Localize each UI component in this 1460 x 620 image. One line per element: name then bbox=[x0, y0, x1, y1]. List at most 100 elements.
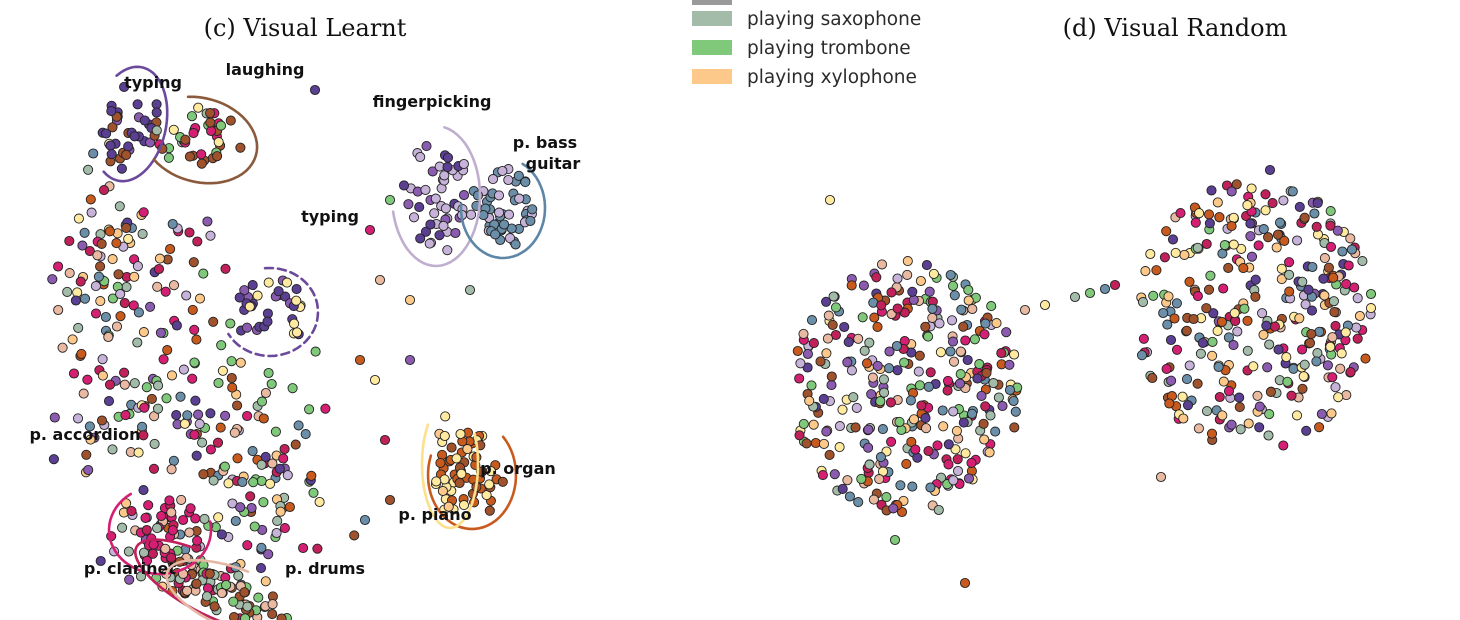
random-point bbox=[871, 272, 882, 283]
cluster-point bbox=[450, 227, 461, 239]
random-point bbox=[996, 348, 1007, 359]
random-point bbox=[1214, 212, 1225, 223]
random-point bbox=[1309, 208, 1320, 219]
cluster-point bbox=[129, 131, 140, 142]
random-point bbox=[858, 280, 869, 291]
cluster-point bbox=[205, 108, 216, 119]
random-point bbox=[1265, 386, 1276, 397]
background-point bbox=[103, 331, 114, 343]
random-point bbox=[947, 336, 959, 347]
background-point bbox=[100, 311, 111, 323]
cluster-point bbox=[425, 219, 436, 230]
random-point bbox=[1171, 344, 1183, 355]
random-point bbox=[851, 402, 862, 413]
cluster-point bbox=[291, 284, 302, 295]
random-point bbox=[1284, 269, 1295, 280]
background-point bbox=[258, 413, 269, 424]
background-point bbox=[96, 415, 108, 426]
random-point bbox=[955, 369, 966, 380]
background-point bbox=[235, 357, 246, 368]
cluster-point bbox=[430, 193, 441, 204]
background-point bbox=[258, 497, 269, 508]
random-point bbox=[1175, 208, 1186, 219]
background-point bbox=[178, 364, 189, 375]
random-point bbox=[920, 321, 931, 332]
cluster-point bbox=[196, 149, 207, 160]
cluster-point bbox=[487, 174, 499, 185]
panel-c-plot: typing laughing typing fingerpicking p. bass… bbox=[29, 60, 580, 620]
background-point bbox=[219, 461, 230, 472]
background-point bbox=[310, 346, 321, 357]
random-point bbox=[821, 426, 832, 437]
cluster-point bbox=[414, 202, 425, 213]
background-point bbox=[189, 429, 200, 440]
background-point bbox=[232, 400, 243, 411]
cluster-point bbox=[141, 555, 153, 566]
random-point bbox=[1228, 239, 1239, 250]
background-point bbox=[349, 530, 360, 541]
random-point bbox=[798, 328, 809, 339]
cluster-point bbox=[431, 476, 442, 487]
stray-point bbox=[379, 434, 391, 446]
random-point bbox=[1109, 279, 1121, 291]
random-point bbox=[1365, 288, 1377, 300]
random-point bbox=[1326, 408, 1337, 419]
cluster-point bbox=[267, 609, 278, 620]
background-point bbox=[205, 444, 216, 455]
background-point bbox=[107, 293, 118, 304]
random-point bbox=[896, 506, 908, 518]
background-point bbox=[213, 512, 224, 523]
background-point bbox=[194, 293, 206, 304]
random-point bbox=[1162, 319, 1173, 330]
random-point bbox=[1192, 242, 1203, 253]
random-point bbox=[947, 280, 959, 291]
random-point bbox=[876, 259, 888, 270]
background-point bbox=[182, 410, 193, 421]
random-point bbox=[892, 273, 903, 284]
background-point bbox=[64, 235, 75, 247]
cluster-point bbox=[209, 601, 220, 612]
cluster-point bbox=[206, 125, 217, 137]
random-point bbox=[967, 408, 978, 419]
cluster-point bbox=[267, 599, 278, 610]
random-point bbox=[1181, 325, 1192, 336]
random-point bbox=[1276, 274, 1287, 285]
background-point bbox=[73, 322, 84, 333]
random-point bbox=[1212, 325, 1223, 336]
cluster-point bbox=[451, 453, 462, 464]
random-point bbox=[802, 348, 813, 360]
random-point bbox=[829, 469, 840, 480]
background-point bbox=[153, 263, 165, 275]
background-point bbox=[220, 263, 231, 274]
random-point bbox=[883, 363, 895, 374]
cluster-point bbox=[221, 579, 232, 591]
random-point bbox=[932, 440, 943, 451]
background-point bbox=[138, 207, 149, 218]
background-point bbox=[53, 304, 64, 316]
random-point bbox=[1343, 260, 1354, 271]
background-point bbox=[107, 444, 118, 455]
random-point bbox=[1197, 337, 1208, 348]
background-point bbox=[72, 413, 84, 424]
cluster-point bbox=[520, 177, 531, 188]
random-point bbox=[937, 405, 948, 416]
random-point bbox=[1099, 283, 1111, 295]
random-point bbox=[980, 318, 991, 329]
random-point bbox=[1254, 401, 1265, 412]
random-point bbox=[806, 315, 818, 326]
random-point bbox=[1167, 234, 1179, 245]
random-point bbox=[1278, 195, 1289, 206]
random-point bbox=[1137, 297, 1149, 308]
random-point bbox=[960, 448, 971, 459]
random-point bbox=[804, 395, 815, 406]
cluster-point bbox=[101, 128, 112, 139]
background-point bbox=[293, 420, 304, 431]
cluster-point bbox=[190, 513, 201, 524]
random-point bbox=[853, 333, 864, 344]
cluster-point bbox=[121, 149, 132, 160]
random-point bbox=[1179, 249, 1190, 260]
random-point bbox=[1264, 164, 1276, 176]
random-point bbox=[863, 442, 874, 453]
random-point bbox=[1336, 348, 1347, 359]
background-point bbox=[145, 301, 156, 312]
